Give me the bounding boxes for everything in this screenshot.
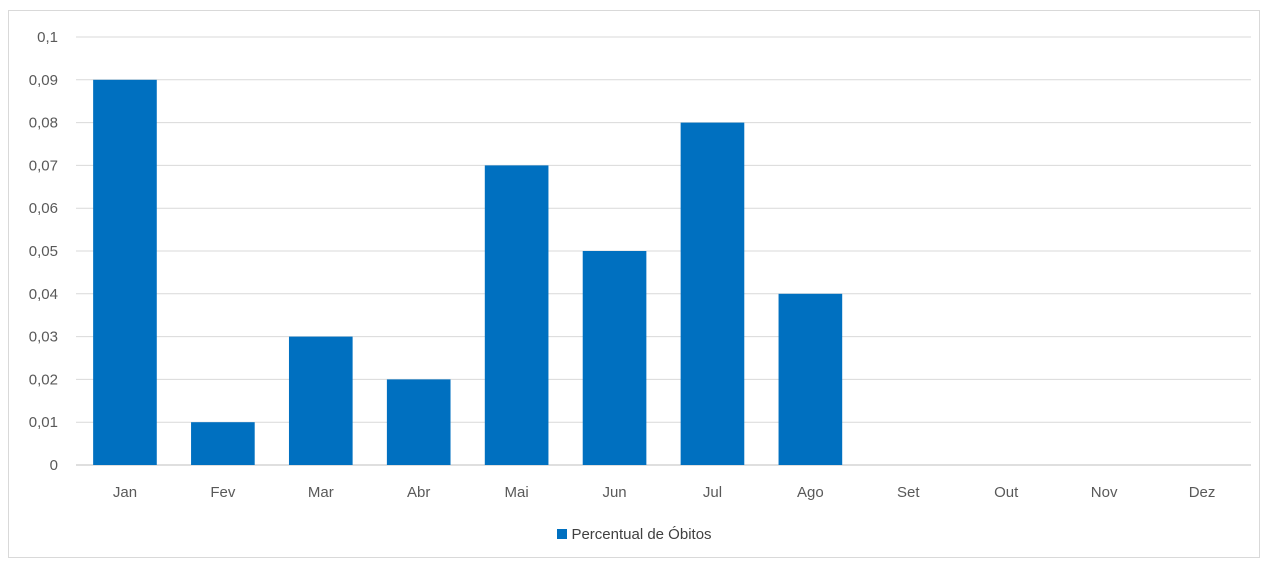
x-tick-label: Jan xyxy=(113,484,137,501)
x-tick-label: Abr xyxy=(407,484,430,501)
bars xyxy=(93,79,843,466)
x-axis-ticks: Jan Fev Mar Abr Mai Jun Jul Ago Set Out Nov Dez xyxy=(113,484,1216,501)
y-axis-ticks: 0 0,01 0,02 0,03 0,04 0,05 0,06 0,07 0,08 0,09 0,1 xyxy=(29,29,58,474)
y-tick-label: 0,01 xyxy=(29,414,58,431)
x-tick-label: Set xyxy=(897,484,920,501)
bar-mar xyxy=(288,336,353,465)
x-tick-label: Jul xyxy=(703,484,722,501)
y-tick-label: 0,04 xyxy=(29,286,58,303)
y-tick-label: 0,03 xyxy=(29,329,58,346)
x-tick-label: Mar xyxy=(308,484,334,501)
legend-label: Percentual de Óbitos xyxy=(571,526,712,543)
bar-abr xyxy=(386,379,451,465)
bar-jun xyxy=(582,251,647,465)
x-tick-label: Nov xyxy=(1091,484,1118,501)
y-tick-label: 0,02 xyxy=(29,371,58,388)
x-tick-label: Mai xyxy=(505,484,529,501)
y-tick-label: 0,08 xyxy=(29,115,58,132)
bar-mai xyxy=(484,165,549,465)
gridlines xyxy=(76,36,1251,466)
y-tick-label: 0,1 xyxy=(37,29,58,46)
x-tick-label: Fev xyxy=(210,484,236,501)
y-tick-label: 0,07 xyxy=(29,157,58,174)
bar-jan xyxy=(93,79,157,466)
y-tick-label: 0,05 xyxy=(29,243,58,260)
bar-fev xyxy=(191,422,255,465)
x-tick-label: Ago xyxy=(797,484,824,501)
x-tick-label: Dez xyxy=(1189,484,1216,501)
y-tick-label: 0,09 xyxy=(29,72,58,89)
bar-ago xyxy=(778,293,843,465)
y-tick-label: 0,06 xyxy=(29,200,58,217)
legend-swatch xyxy=(557,529,568,539)
bar-jul xyxy=(680,122,745,465)
y-tick-label: 0 xyxy=(50,457,58,474)
x-tick-label: Jun xyxy=(602,484,626,501)
x-tick-label: Out xyxy=(994,484,1019,501)
legend: Percentual de Óbitos xyxy=(0,526,1269,543)
